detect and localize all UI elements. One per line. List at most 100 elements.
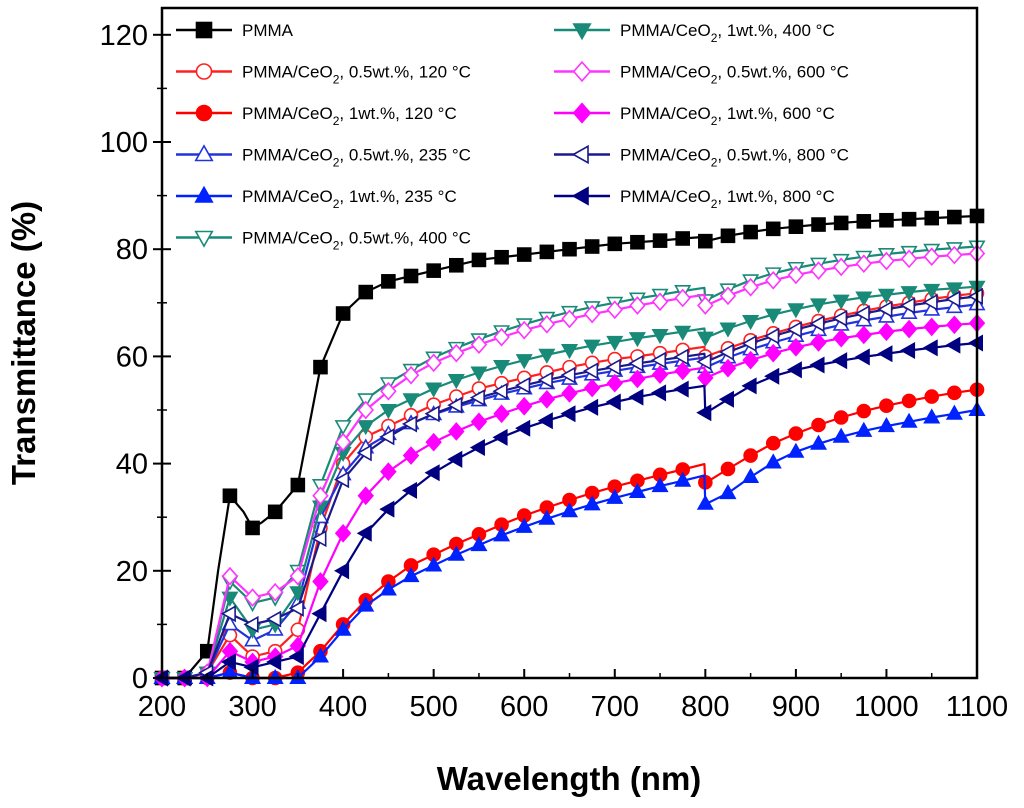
- data-point: [697, 296, 714, 315]
- data-point: [266, 582, 284, 602]
- data-point: [425, 556, 443, 572]
- x-tick-label: 700: [591, 691, 639, 723]
- data-point: [311, 605, 327, 623]
- legend-marker: [194, 185, 214, 203]
- data-point: [696, 353, 712, 371]
- legend-label-tail: , 1wt.%, 120 °C: [339, 104, 456, 123]
- legend-label-tail: , 1wt.%, 800 °C: [717, 187, 834, 206]
- data-point: [923, 317, 940, 337]
- data-point: [945, 290, 961, 308]
- data-point: [289, 586, 307, 602]
- series-7: [153, 244, 986, 688]
- data-point: [765, 221, 781, 237]
- data-point: [583, 304, 601, 324]
- legend-label-subscript: 2: [333, 73, 340, 87]
- data-point: [900, 319, 918, 339]
- legend-label-base: PMMA/CeO: [620, 63, 711, 82]
- data-point: [356, 524, 372, 542]
- data-point: [334, 562, 350, 580]
- data-point: [583, 339, 601, 355]
- data-point: [628, 332, 646, 348]
- data-point: [787, 337, 805, 357]
- data-point: [492, 382, 508, 400]
- data-point: [220, 605, 236, 623]
- data-point: [810, 261, 827, 280]
- data-point: [447, 373, 465, 390]
- legend-marker: [195, 104, 213, 122]
- legend-label-subscript: 2: [711, 114, 718, 128]
- data-point: [288, 599, 304, 617]
- legend-label-subscript: 2: [333, 156, 340, 170]
- legend-label-tail: , 0.5wt.%, 800 °C: [717, 146, 849, 165]
- legend-label-tail: , 1wt.%, 235 °C: [339, 187, 456, 206]
- data-point: [244, 588, 261, 607]
- data-point: [809, 356, 825, 374]
- data-point: [606, 300, 623, 320]
- legend-label-base: PMMA/CeO: [242, 187, 333, 206]
- data-point: [401, 481, 418, 499]
- data-point: [492, 428, 508, 446]
- legend-marker: [195, 63, 213, 80]
- data-point: [290, 477, 306, 493]
- data-point: [742, 315, 760, 331]
- legend-item: PMMA/CeO2, 0.5wt.%, 120 °C: [176, 63, 471, 87]
- data-point: [741, 335, 757, 353]
- data-point: [899, 341, 916, 360]
- data-point: [607, 236, 623, 252]
- x-tick-label: 200: [138, 691, 186, 723]
- data-point: [288, 648, 304, 666]
- legend-label: PMMA/CeO2, 0.5wt.%, 400 °C: [242, 229, 471, 253]
- data-point: [945, 336, 961, 354]
- data-point: [426, 263, 441, 278]
- data-point: [334, 420, 352, 436]
- data-point: [856, 403, 872, 419]
- data-point: [449, 257, 464, 273]
- data-point: [266, 610, 282, 628]
- data-point: [380, 462, 397, 481]
- series-6: [153, 280, 986, 688]
- legend-label-subscript: 2: [333, 114, 340, 128]
- data-point: [606, 488, 624, 504]
- data-point: [222, 488, 238, 504]
- data-point: [402, 365, 420, 385]
- data-point: [424, 464, 440, 482]
- data-point: [832, 257, 850, 277]
- data-point: [651, 365, 669, 384]
- legend-label-base: PMMA: [242, 21, 294, 40]
- data-point: [493, 404, 510, 424]
- data-point: [901, 393, 917, 409]
- data-point: [899, 296, 916, 314]
- legend-marker: [195, 21, 213, 39]
- series-10: [152, 334, 984, 687]
- data-point: [403, 268, 419, 284]
- data-point: [447, 396, 463, 414]
- data-point: [515, 354, 533, 370]
- data-point: [493, 327, 510, 347]
- legend-label: PMMA: [242, 21, 294, 40]
- data-point: [539, 244, 555, 260]
- data-point: [628, 388, 644, 406]
- data-point: [629, 369, 646, 389]
- data-point: [335, 306, 351, 321]
- data-point: [719, 322, 737, 338]
- data-point: [652, 233, 668, 248]
- data-point: [289, 566, 307, 586]
- legend-label-tail: , 0.5wt.%, 400 °C: [339, 229, 471, 248]
- data-point: [334, 432, 352, 452]
- data-point: [922, 293, 938, 311]
- legend-marker: [572, 23, 592, 41]
- data-point: [560, 343, 579, 360]
- data-point: [854, 348, 870, 366]
- data-point: [357, 486, 374, 506]
- data-point: [946, 315, 963, 335]
- legend-item: PMMA/CeO2, 0.5wt.%, 800 °C: [554, 144, 849, 170]
- data-point: [674, 325, 692, 341]
- data-point: [470, 535, 488, 552]
- legend-label-base: PMMA/CeO: [620, 21, 711, 40]
- legend-marker: [571, 144, 589, 165]
- data-point: [877, 416, 895, 433]
- y-tick-label: 20: [116, 556, 148, 588]
- data-point: [402, 446, 420, 465]
- data-point: [651, 477, 669, 493]
- data-point: [494, 249, 509, 265]
